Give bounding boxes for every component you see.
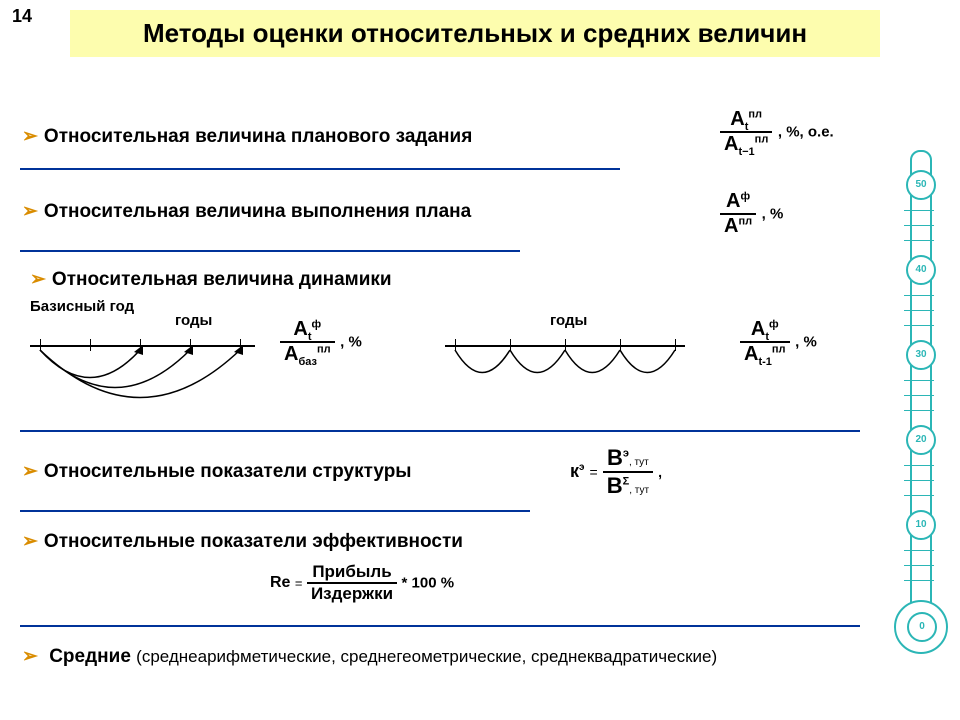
bullet-6: Средние (среднеарифметические, среднегео… — [22, 645, 717, 668]
arcs-base — [30, 345, 255, 415]
divider-4 — [20, 510, 530, 512]
thermometer-graphic: 50 40 30 20 10 0 — [890, 150, 950, 690]
label-years-1: годы — [175, 312, 212, 329]
divider-2 — [20, 250, 520, 252]
bullet-3: Относительная величина динамики — [30, 268, 392, 291]
formula-1: Atпл At−1пл , %, о.е. — [720, 108, 834, 156]
bullet-4: Относительные показатели структуры — [22, 460, 412, 483]
formula-6: Re = Прибыль Издержки * 100 % — [270, 562, 454, 604]
arcs-chain — [445, 345, 685, 405]
divider-5 — [20, 625, 860, 627]
bullet-1: Относительная величина планового задания — [22, 125, 472, 148]
formula-2: Aф Aпл , % — [720, 190, 783, 238]
slide-number: 14 — [12, 6, 32, 27]
label-base-year: Базисный год — [30, 298, 134, 315]
label-years-2: годы — [550, 312, 587, 329]
bullet-2: Относительная величина выполнения плана — [22, 200, 471, 223]
bullet-5: Относительные показатели эффективности — [22, 530, 463, 553]
divider-3 — [20, 430, 860, 432]
divider-1 — [20, 168, 620, 170]
formula-3: Atф Aбазпл , % — [280, 318, 362, 366]
formula-4: Atф At-1пл , % — [740, 318, 817, 366]
slide-title: Методы оценки относительных и средних ве… — [70, 10, 880, 57]
formula-5: кэ = Bэ, тут BΣ, тут , — [570, 445, 662, 499]
